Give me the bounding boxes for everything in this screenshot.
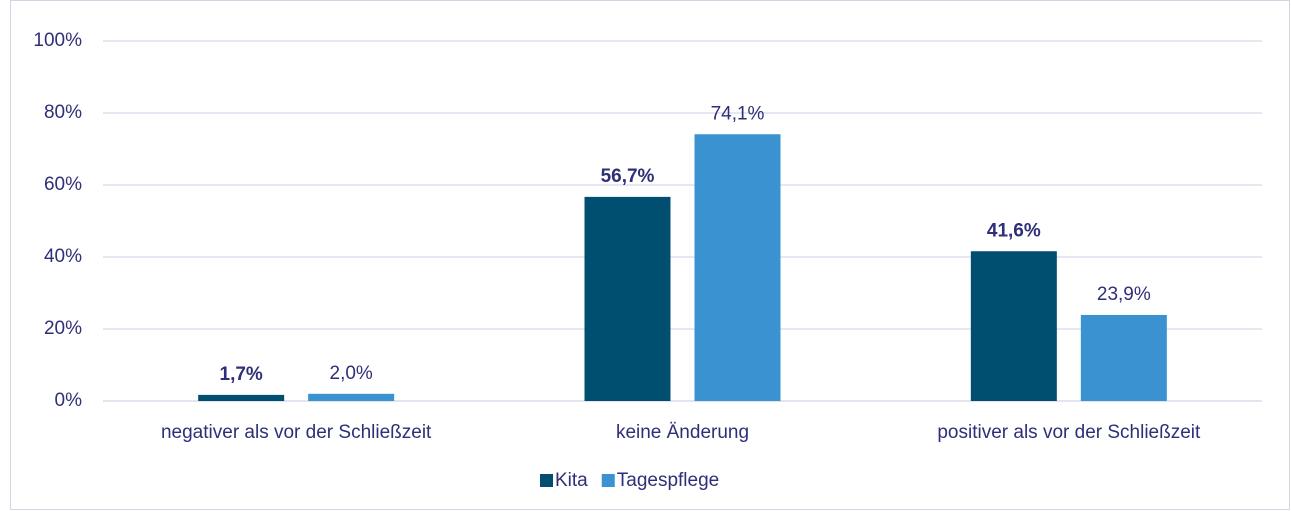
legend-swatch [601,474,615,487]
y-tick-label: 60% [44,174,82,195]
x-tick-label: keine Änderung [616,422,749,443]
data-label: 41,6% [987,220,1041,241]
bar [584,196,671,401]
bar [198,394,285,401]
data-label: 74,1% [711,103,765,124]
bar [1080,314,1167,401]
x-tick-label: negativer als vor der Schließzeit [161,422,432,443]
data-label: 23,9% [1097,284,1151,305]
x-tick-label: positiver als vor der Schließzeit [937,422,1201,443]
data-label: 1,7% [220,364,263,385]
legend-label: Tagespflege [617,470,719,491]
legend-label: Kita [555,470,588,491]
bar [308,393,395,401]
y-tick-label: 40% [44,246,82,267]
y-tick-label: 0% [55,390,83,411]
y-tick-label: 80% [44,102,82,123]
data-label: 2,0% [330,363,373,384]
y-tick-label: 100% [33,30,82,51]
legend-swatch [540,474,553,487]
bar [970,251,1057,401]
bar [694,134,781,402]
data-label: 56,7% [601,166,655,187]
y-tick-label: 20% [44,318,82,339]
